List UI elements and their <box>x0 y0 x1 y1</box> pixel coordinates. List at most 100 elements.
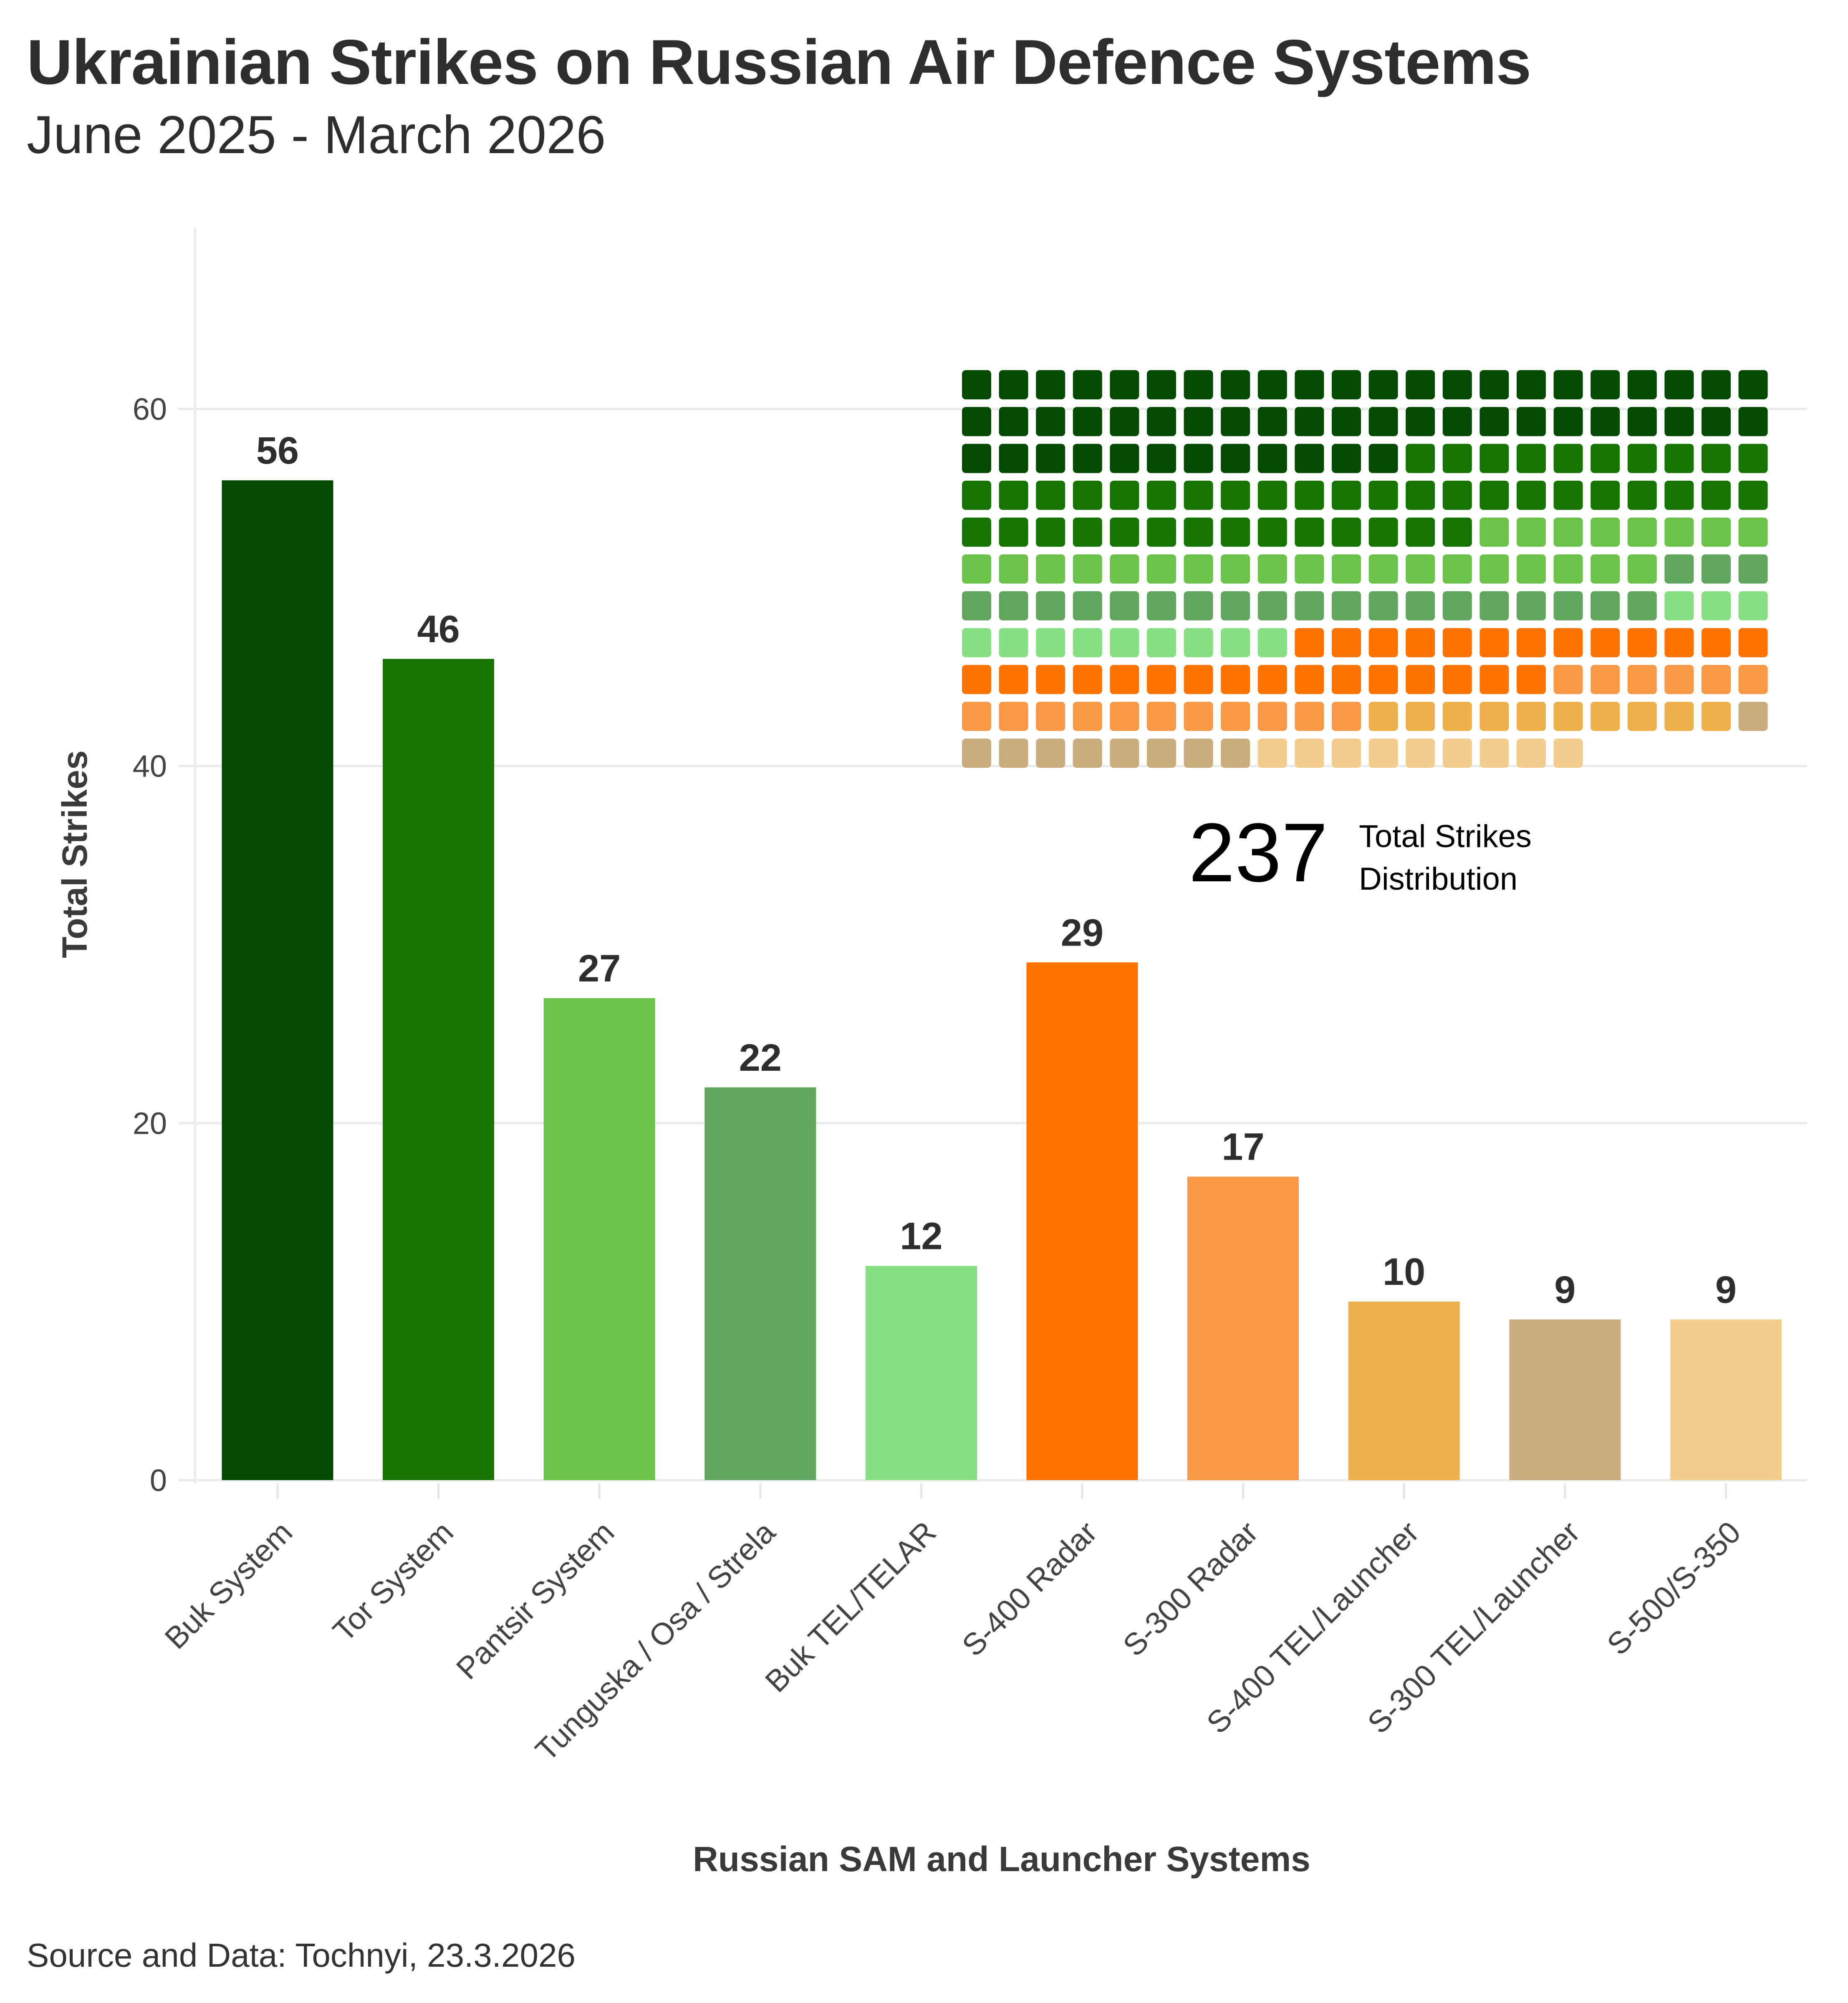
waffle-cell <box>1479 370 1509 399</box>
waffle-cell <box>1295 628 1324 658</box>
waffle-cell <box>1664 591 1694 621</box>
waffle-cell <box>1368 701 1398 731</box>
waffle-cell <box>1332 665 1361 694</box>
waffle-cell <box>999 739 1028 768</box>
waffle-cell <box>1257 444 1287 473</box>
waffle-cell <box>999 591 1028 621</box>
waffle-cell <box>1147 739 1176 768</box>
waffle-cell <box>1590 370 1620 399</box>
waffle-cell <box>999 480 1028 510</box>
waffle-cell <box>1332 701 1361 731</box>
waffle-cell <box>1221 701 1250 731</box>
waffle-cell <box>1073 370 1102 399</box>
waffle-cell <box>1257 480 1287 510</box>
waffle-cell <box>1627 665 1657 694</box>
waffle-cell <box>1332 517 1361 547</box>
waffle-cell <box>1442 407 1472 436</box>
waffle-cell <box>962 665 991 694</box>
bar-value-label: 12 <box>900 1215 942 1258</box>
waffle-cell <box>1553 701 1583 731</box>
x-axis-title: Russian SAM and Launcher Systems <box>693 1839 1310 1879</box>
waffle-cell <box>1110 407 1139 436</box>
waffle-cell <box>1221 665 1250 694</box>
waffle-cell <box>1257 517 1287 547</box>
waffle-cell <box>1073 407 1102 436</box>
waffle-cell <box>1110 517 1139 547</box>
waffle-cell <box>1221 407 1250 436</box>
waffle-cell <box>1147 480 1176 510</box>
waffle-cell <box>1702 701 1731 731</box>
waffle-cell <box>1110 739 1139 768</box>
waffle-cell <box>1184 554 1213 584</box>
waffle-cell <box>1590 591 1620 621</box>
waffle-cell <box>1553 554 1583 584</box>
waffle-cell <box>1479 739 1509 768</box>
waffle-cell <box>1036 480 1065 510</box>
bar-s-400-radar <box>1026 962 1138 1480</box>
waffle-cell <box>1590 407 1620 436</box>
waffle-cell <box>1036 628 1065 658</box>
waffle-cell <box>1442 554 1472 584</box>
waffle-cell <box>1184 517 1213 547</box>
waffle-cell <box>1368 554 1398 584</box>
waffle-cell <box>1295 665 1324 694</box>
waffle-cell <box>1553 407 1583 436</box>
waffle-cell <box>1627 591 1657 621</box>
waffle-cell <box>1702 480 1731 510</box>
waffle-cell <box>1590 701 1620 731</box>
waffle-cell <box>1184 701 1213 731</box>
waffle-cell <box>1257 665 1287 694</box>
waffle-caption-line1: Total Strikes <box>1359 819 1532 854</box>
waffle-cell <box>1553 444 1583 473</box>
waffle-cell <box>1406 665 1435 694</box>
waffle-cell <box>1368 517 1398 547</box>
waffle-cell <box>1368 480 1398 510</box>
waffle-cell <box>1442 370 1472 399</box>
waffle-cell <box>1664 480 1694 510</box>
waffle-inset <box>962 370 1768 768</box>
waffle-cell <box>1184 591 1213 621</box>
waffle-cell <box>1184 665 1213 694</box>
waffle-cell <box>962 480 991 510</box>
waffle-cell <box>1590 628 1620 658</box>
waffle-cell <box>1257 739 1287 768</box>
waffle-cell <box>1627 480 1657 510</box>
waffle-cell <box>1221 628 1250 658</box>
waffle-cell <box>1442 444 1472 473</box>
chart-title: Ukrainian Strikes on Russian Air Defence… <box>27 27 1531 98</box>
waffle-cell <box>1553 628 1583 658</box>
bar-s-400-tel-launcher <box>1348 1302 1460 1480</box>
bar-value-label: 56 <box>256 429 299 472</box>
bar-value-label: 22 <box>739 1037 782 1079</box>
waffle-cell <box>1221 444 1250 473</box>
waffle-cell <box>1406 739 1435 768</box>
waffle-cell <box>1702 665 1731 694</box>
waffle-cell <box>1295 370 1324 399</box>
waffle-cell <box>1702 517 1731 547</box>
waffle-cell <box>962 407 991 436</box>
value-labels: 56 46 27 22 12 29 17 10 9 9 <box>256 429 1737 1311</box>
waffle-cell <box>1406 444 1435 473</box>
waffle-cell <box>1479 701 1509 731</box>
waffle-cell <box>1517 665 1546 694</box>
waffle-cell <box>1702 444 1731 473</box>
waffle-cell <box>1627 701 1657 731</box>
waffle-cell <box>1553 739 1583 768</box>
waffle-cell <box>1738 591 1768 621</box>
waffle-cell <box>1332 444 1361 473</box>
waffle-cell <box>1702 628 1731 658</box>
waffle-cell <box>1368 444 1398 473</box>
waffle-cell <box>1036 517 1065 547</box>
waffle-cell <box>1406 480 1435 510</box>
bar-value-label: 10 <box>1383 1251 1425 1293</box>
waffle-cell <box>1406 370 1435 399</box>
waffle-cell <box>1738 665 1768 694</box>
waffle-cell <box>1036 444 1065 473</box>
x-tick-label: Buk TEL/TELAR <box>758 1515 943 1699</box>
waffle-cell <box>1406 591 1435 621</box>
waffle-cell <box>999 701 1028 731</box>
waffle-cell <box>1442 665 1472 694</box>
waffle-cell <box>1221 554 1250 584</box>
waffle-cell <box>1073 701 1102 731</box>
waffle-cell <box>1110 628 1139 658</box>
